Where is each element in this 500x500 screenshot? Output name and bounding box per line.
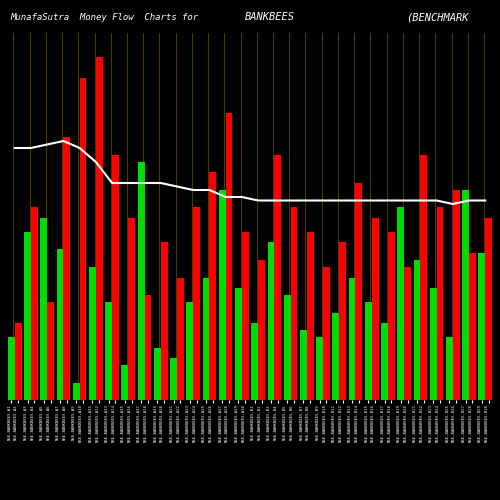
- Bar: [64, 138, 70, 400]
- Bar: [122, 365, 128, 400]
- Bar: [381, 323, 388, 400]
- Bar: [112, 155, 119, 400]
- Bar: [128, 218, 135, 400]
- Bar: [300, 330, 307, 400]
- Bar: [339, 242, 346, 400]
- Bar: [430, 288, 436, 400]
- Bar: [290, 208, 298, 400]
- Bar: [242, 232, 248, 400]
- Bar: [47, 302, 54, 400]
- Bar: [388, 232, 394, 400]
- Bar: [24, 232, 31, 400]
- Bar: [414, 260, 420, 400]
- Bar: [332, 312, 339, 400]
- Bar: [446, 337, 453, 400]
- Bar: [106, 302, 112, 400]
- Bar: [56, 250, 64, 400]
- Bar: [226, 113, 232, 400]
- Bar: [469, 253, 476, 400]
- Bar: [177, 278, 184, 400]
- Bar: [307, 232, 314, 400]
- Bar: [252, 323, 258, 400]
- Bar: [73, 382, 80, 400]
- Bar: [161, 242, 168, 400]
- Bar: [170, 358, 177, 400]
- Bar: [80, 78, 86, 400]
- Bar: [323, 267, 330, 400]
- Bar: [210, 172, 216, 400]
- Bar: [316, 337, 323, 400]
- Bar: [462, 190, 469, 400]
- Bar: [14, 323, 21, 400]
- Bar: [40, 218, 47, 400]
- Bar: [258, 260, 265, 400]
- Bar: [398, 208, 404, 400]
- Bar: [31, 208, 38, 400]
- Bar: [274, 155, 281, 400]
- Bar: [420, 155, 427, 400]
- Bar: [453, 190, 460, 400]
- Bar: [268, 242, 274, 400]
- Bar: [348, 278, 356, 400]
- Bar: [144, 295, 152, 400]
- Bar: [89, 267, 96, 400]
- Bar: [138, 162, 144, 400]
- Bar: [96, 57, 102, 400]
- Bar: [193, 208, 200, 400]
- Bar: [219, 190, 226, 400]
- Text: (BENCHMARK: (BENCHMARK: [406, 12, 469, 22]
- Bar: [436, 208, 444, 400]
- Bar: [404, 267, 411, 400]
- Bar: [356, 183, 362, 400]
- Bar: [235, 288, 242, 400]
- Bar: [372, 218, 378, 400]
- Bar: [186, 302, 193, 400]
- Bar: [486, 218, 492, 400]
- Bar: [478, 253, 486, 400]
- Text: BANKBEES: BANKBEES: [245, 12, 295, 22]
- Text: MunafaSutra  Money Flow  Charts for: MunafaSutra Money Flow Charts for: [10, 12, 198, 22]
- Bar: [284, 295, 290, 400]
- Bar: [202, 278, 209, 400]
- Bar: [365, 302, 372, 400]
- Bar: [8, 337, 14, 400]
- Bar: [154, 348, 161, 400]
